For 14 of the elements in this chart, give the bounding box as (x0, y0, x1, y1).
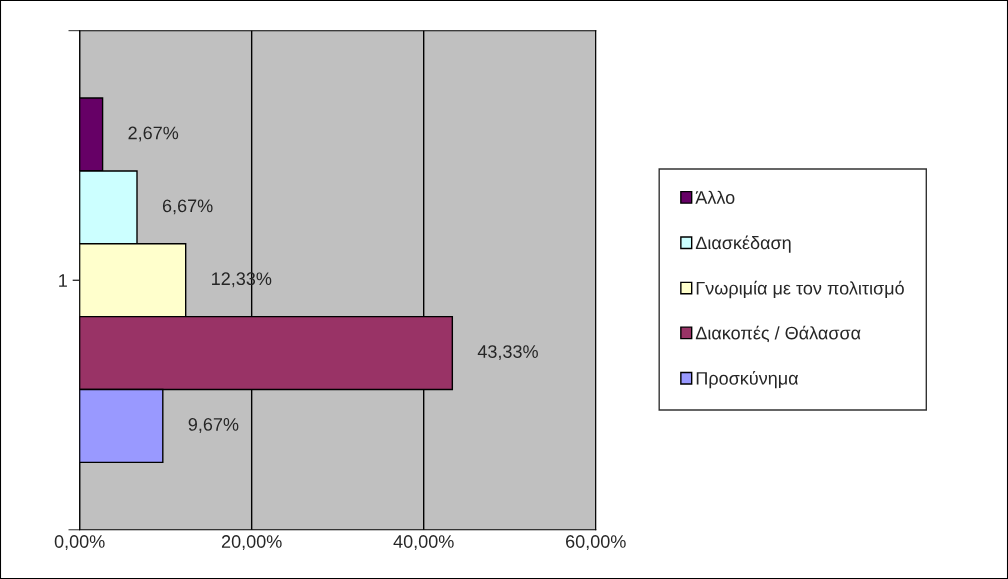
x-tick-label: 20,00% (221, 535, 282, 551)
legend-label: Γνωριμία με τον πολιτισμό (696, 280, 904, 299)
data-label: 43,33% (477, 345, 538, 361)
legend-label: Άλλο (695, 190, 735, 204)
x-tick-label: 60,00% (566, 535, 626, 551)
legend-label: Διασκέδαση (695, 235, 791, 253)
x-tick-label: 0,00% (54, 535, 105, 551)
data-label: 6,67% (162, 199, 213, 215)
data-label: 9,67% (188, 418, 239, 433)
legend-label: Διακοπές / Θάλασσα (695, 325, 861, 343)
data-label: 2,67% (128, 126, 179, 142)
y-tick-label: 1 (59, 274, 67, 287)
legend-label: Προσκύνημα (696, 370, 799, 389)
x-tick-label: 40,00% (393, 535, 454, 551)
